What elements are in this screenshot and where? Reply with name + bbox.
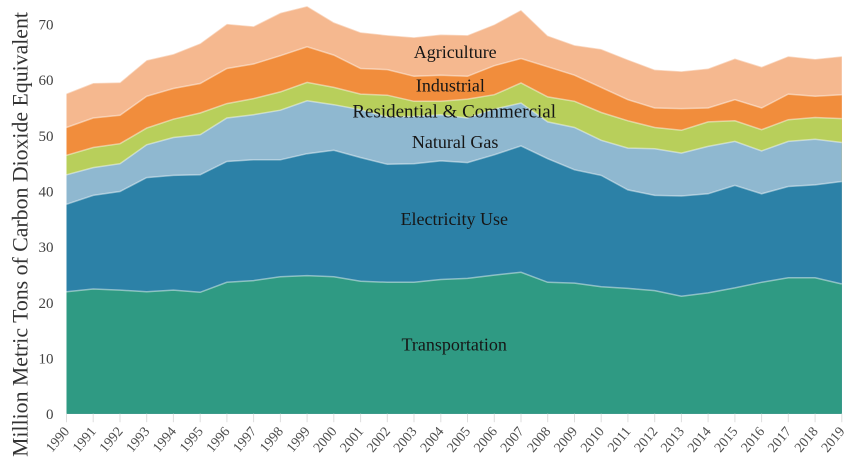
svg-text:Natural Gas: Natural Gas xyxy=(412,132,498,152)
svg-text:Residential & Commercial: Residential & Commercial xyxy=(352,101,556,122)
svg-text:20: 20 xyxy=(39,296,54,312)
svg-text:Industrial: Industrial xyxy=(416,76,485,96)
svg-text:10: 10 xyxy=(39,352,54,368)
svg-text:0: 0 xyxy=(46,407,54,423)
svg-text:Agriculture: Agriculture xyxy=(414,42,497,62)
svg-text:60: 60 xyxy=(39,73,54,89)
svg-text:40: 40 xyxy=(39,185,54,201)
svg-text:Electricity Use: Electricity Use xyxy=(401,209,508,229)
svg-text:Million Metric Tons of Carbon: Million Metric Tons of Carbon Dioxide Eq… xyxy=(9,12,33,457)
svg-text:30: 30 xyxy=(39,240,54,256)
svg-text:Transportation: Transportation xyxy=(402,334,507,354)
svg-text:50: 50 xyxy=(39,129,54,145)
svg-text:70: 70 xyxy=(39,17,54,33)
